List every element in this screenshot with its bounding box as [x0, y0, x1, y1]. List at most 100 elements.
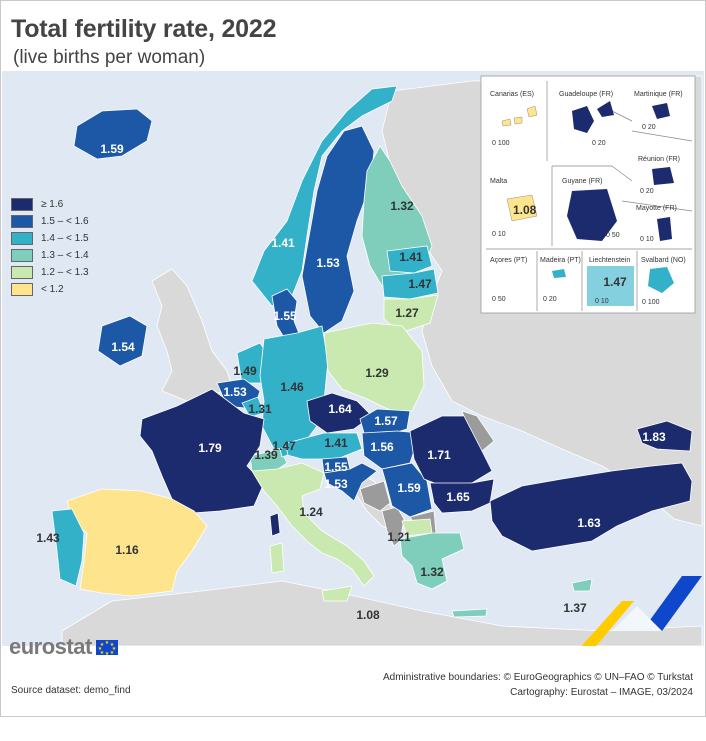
legend-label: 1.4 – < 1.5: [41, 232, 89, 244]
inset-acores-label: Açores (PT): [490, 257, 527, 264]
inset-canarias-label: Canarias (ES): [490, 91, 534, 98]
legend-label: 1.5 – < 1.6: [41, 215, 89, 227]
inset-mayotte-label: Mayotte (FR): [636, 205, 677, 212]
value-ireland: 1.54: [111, 340, 135, 354]
admin-credit: Administrative boundaries: © EuroGeograp…: [382, 672, 693, 683]
inset-malta-shape: [506, 194, 538, 222]
region-italy: [251, 462, 375, 587]
value-serbia: 1.59: [397, 481, 421, 495]
legend-swatch: [11, 197, 33, 211]
legend-item: 1.4 – < 1.5: [11, 230, 121, 246]
value-portugal: 1.43: [36, 531, 60, 545]
inset-canarias-scale: 0 100: [492, 140, 510, 147]
inset-madeira-scale: 0 20: [543, 296, 557, 303]
inset-guyane-scale: 0 50: [606, 232, 620, 239]
value-czechia: 1.64: [328, 402, 352, 416]
source-dataset: Source dataset: demo_find: [11, 685, 131, 696]
legend-item: 1.2 – < 1.3: [11, 264, 121, 280]
value-italy: 1.24: [299, 505, 323, 519]
region-ireland: [97, 315, 148, 367]
region-lithuania: [383, 294, 439, 334]
legend-item: 1.3 – < 1.4: [11, 247, 121, 263]
legend-label: 1.2 – < 1.3: [41, 266, 89, 278]
inset-guyane-shape: [567, 189, 617, 241]
inset-svalbard-shape: [648, 267, 674, 293]
region-liechtenstein: [279, 446, 289, 458]
inset-liechtenstein-scale: 0 10: [595, 298, 609, 305]
legend-item: ≥ 1.6: [11, 196, 121, 212]
value-liechtenstein: 1.47: [272, 439, 296, 453]
value-romania: 1.71: [427, 448, 451, 462]
figure-frame: Total fertility rate, 2022 (live births …: [0, 0, 706, 717]
inset-acores-scale: 0 50: [492, 296, 506, 303]
value-estonia: 1.41: [399, 250, 423, 264]
legend-label: 1.3 – < 1.4: [41, 249, 89, 261]
region-austria: [286, 432, 363, 460]
inset-guadeloupe-label: Guadeloupe (FR): [559, 91, 613, 98]
value-iceland: 1.59: [100, 142, 124, 156]
europe-map: 1.59 1.41 1.53 1.32 1.41 1.47 1.27 1.55 …: [2, 71, 704, 646]
region-sardinia: [269, 542, 285, 574]
value-hungary: 1.56: [370, 440, 394, 454]
cartography-credit: Cartography: Eurostat – IMAGE, 03/2024: [510, 687, 693, 698]
region-bulgaria: [429, 478, 495, 514]
region-norway: [251, 85, 398, 307]
eurostat-logo: eurostat ★ ★ ★ ★ ★ ★ ★ ★: [9, 634, 118, 660]
inset-guadeloupe-scale: 0 20: [592, 140, 606, 147]
map-title: Total fertility rate, 2022: [11, 15, 277, 43]
chevron-blue-decoration: [642, 576, 702, 631]
inset-malta-value: 1.08: [513, 203, 537, 217]
logo-text: eurostat: [9, 634, 92, 659]
value-spain: 1.16: [115, 543, 139, 557]
value-slovakia: 1.57: [374, 414, 398, 428]
inset-martinique-shape: [652, 103, 670, 119]
legend-item: < 1.2: [11, 281, 121, 297]
value-greece: 1.32: [420, 565, 444, 579]
inset-reunion-scale: 0 20: [640, 188, 654, 195]
value-lithuania: 1.27: [395, 306, 419, 320]
value-finland: 1.32: [390, 199, 414, 213]
inset-canarias-islands: [501, 105, 538, 127]
credits: Administrative boundaries: © EuroGeograp…: [383, 670, 693, 700]
region-spain: [66, 488, 208, 597]
region-greece: [399, 532, 465, 590]
legend-label: < 1.2: [41, 283, 64, 295]
inset-reunion-label: Réunion (FR): [638, 156, 680, 163]
eu-flag-icon: ★ ★ ★ ★ ★ ★ ★ ★: [95, 639, 118, 657]
value-netherlands: 1.49: [233, 364, 257, 378]
value-georgia: 1.83: [642, 430, 666, 444]
inset-reunion-shape: [652, 167, 674, 185]
value-norway: 1.41: [271, 236, 295, 250]
chevron-yellow-decoration: [581, 601, 634, 646]
inset-martinique-label: Martinique (FR): [634, 91, 683, 98]
value-cyprus: 1.37: [563, 601, 587, 615]
value-turkey: 1.63: [577, 516, 601, 530]
value-bulgaria: 1.65: [446, 490, 470, 504]
value-latvia: 1.47: [408, 277, 432, 291]
legend: ≥ 1.6 1.5 – < 1.6 1.4 – < 1.5 1.3 – < 1.…: [11, 196, 121, 298]
inset-svalbard-label: Svalbard (NO): [641, 257, 686, 264]
inset-guyane-label: Guyane (FR): [562, 178, 602, 185]
value-north-macedonia: 1.21: [387, 530, 411, 544]
region-corsica: [269, 512, 281, 537]
region-serbia: [381, 462, 433, 518]
map-subtitle: (live births per woman): [13, 47, 206, 68]
region-crete: [451, 608, 488, 618]
chevron-light-decoration: [612, 606, 662, 631]
value-luxembourg: 1.31: [248, 402, 272, 416]
inset-liechtenstein-label: Liechtenstein: [589, 257, 630, 264]
inset-liechtenstein-value: 1.47: [603, 275, 627, 289]
no-data-bosnia: [359, 480, 391, 512]
region-denmark: [271, 288, 301, 340]
region-croatia: [323, 462, 378, 502]
region-romania: [409, 415, 493, 487]
inset-mayotte-scale: 0 10: [640, 236, 654, 243]
inset-madeira-label: Madeira (PT): [540, 257, 581, 264]
legend-item: 1.5 – < 1.6: [11, 213, 121, 229]
insets-panel: Canarias (ES) 0 100 Guadeloupe (FR) 0 20…: [480, 75, 696, 314]
inset-guadeloupe-shape: [572, 101, 614, 133]
value-slovenia: 1.55: [324, 460, 348, 474]
inset-martinique-scale: 0 20: [642, 124, 656, 131]
legend-swatch: [11, 214, 33, 228]
legend-swatch: [11, 282, 33, 296]
